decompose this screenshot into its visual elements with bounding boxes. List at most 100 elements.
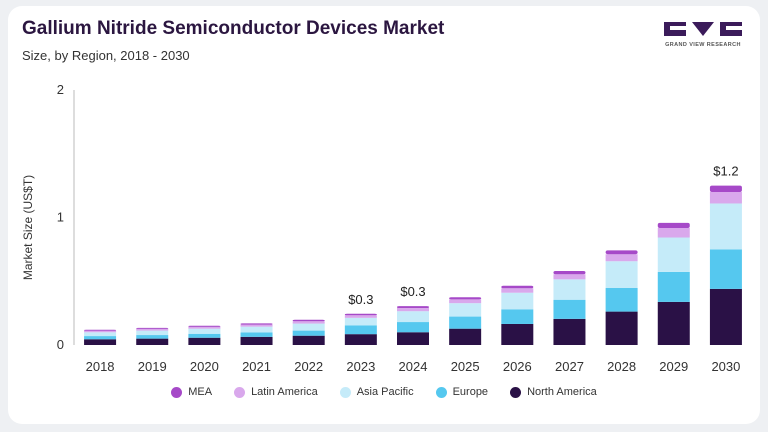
bar-segment-europe (292, 330, 325, 336)
bar-segment-europe (344, 325, 377, 335)
chart-legend: MEA Latin America Asia Pacific Europe North … (8, 386, 760, 398)
bar-segment-latin-america (553, 274, 586, 280)
bar-segment-latin-america (709, 192, 742, 204)
bar-segment-europe (553, 299, 586, 319)
bar-segment-north-america (84, 339, 117, 345)
bar-segment-asia-pacific (501, 292, 534, 310)
bar-segment-asia-pacific (657, 237, 690, 272)
bar-segment-europe (605, 288, 638, 312)
bar-segment-north-america (501, 323, 534, 345)
bar-segment-europe (240, 332, 273, 337)
bar-segment-north-america (188, 337, 221, 345)
bar-segment-asia-pacific (292, 323, 325, 331)
bar-segment-latin-america (136, 328, 169, 331)
y-tick-label: 1 (57, 210, 64, 225)
bar-segment-north-america (605, 311, 638, 345)
x-tick-label: 2022 (294, 359, 323, 374)
x-tick-label: 2023 (346, 359, 375, 374)
y-axis-label: Market Size (US$T) (21, 175, 35, 280)
chart-subtitle: Size, by Region, 2018 - 2030 (22, 48, 190, 63)
bar-segment-europe (188, 333, 221, 338)
logo-text: GRAND VIEW RESEARCH (665, 42, 741, 48)
bar-segment-asia-pacific (344, 317, 377, 326)
bar-segment-europe (397, 322, 429, 333)
bar-segment-north-america (657, 301, 690, 345)
y-tick-label: 2 (57, 82, 64, 97)
plot-area: 0 1 2 Market Size (US$T) 2018 2019 2020 2021 202… (21, 82, 742, 374)
legend-swatch (171, 386, 183, 398)
legend-item: Asia Pacific (339, 386, 414, 398)
bar-segment-latin-america (657, 227, 690, 238)
legend-swatch (435, 386, 447, 398)
bar-segment-mea (188, 325, 221, 327)
legend-swatch (339, 386, 351, 398)
bar-segment-latin-america (605, 254, 638, 262)
bar-segment-mea (709, 185, 742, 192)
legend-item: North America (510, 386, 597, 398)
x-tick-label: 2021 (242, 359, 271, 374)
bar-segment-asia-pacific (605, 261, 638, 289)
bar-value-label: $0.3 (400, 284, 425, 299)
bar-segment-mea (449, 297, 482, 300)
bar-segment-mea (136, 327, 169, 329)
bar-segment-latin-america (84, 330, 117, 333)
bar-segment-mea (240, 323, 273, 325)
bar-segment-latin-america (240, 324, 273, 327)
bar-segment-north-america (397, 332, 429, 345)
bar-segment-mea (501, 285, 534, 289)
legend-swatch (234, 386, 246, 398)
x-tick-label: 2027 (555, 359, 584, 374)
legend-item: Europe (435, 386, 489, 398)
bar-segment-latin-america (397, 308, 429, 312)
legend-label: Asia Pacific (356, 386, 414, 398)
x-tick-label: 2030 (711, 359, 740, 374)
bar-segment-north-america (240, 336, 273, 345)
y-tick-label: 0 (57, 337, 64, 352)
bar-segment-europe (84, 336, 117, 340)
legend-label: Europe (452, 386, 489, 398)
bar-segment-asia-pacific (397, 311, 429, 323)
stacked-bar-chart: 0 1 2 Market Size (US$T) 2018 2019 2020 2021 202… (21, 82, 742, 374)
bar-segment-north-america (449, 328, 482, 345)
bar-segment-mea (605, 250, 638, 255)
bar-segment-mea (84, 329, 117, 331)
bar-segment-latin-america (292, 321, 325, 324)
x-tick-label: 2028 (607, 359, 636, 374)
x-tick-label: 2020 (190, 359, 219, 374)
bar-segment-latin-america (344, 315, 377, 318)
chart-title: Gallium Nitride Semiconductor Devices Ma… (22, 18, 445, 39)
bar-segment-latin-america (501, 288, 534, 293)
bar-segment-asia-pacific (449, 303, 482, 317)
bar-segment-europe (136, 335, 169, 339)
bar-value-label: $0.3 (348, 292, 373, 307)
bar-value-label: $1.2 (713, 164, 738, 179)
bar-segment-asia-pacific (553, 279, 586, 300)
bar-segment-north-america (709, 288, 742, 345)
chart-card: Gallium Nitride Semiconductor Devices Ma… (8, 6, 760, 424)
legend-swatch (510, 386, 522, 398)
bar-segment-asia-pacific (709, 203, 742, 250)
grand-view-research-logo: GRAND VIEW RESEARCH (660, 20, 746, 54)
x-tick-label: 2026 (503, 359, 532, 374)
bar-segment-mea (553, 271, 586, 275)
bar-segment-mea (292, 319, 325, 322)
bar-segment-mea (344, 313, 377, 316)
gvr-logo-icon (664, 22, 742, 36)
bar-segment-europe (501, 309, 534, 324)
legend-label: North America (527, 386, 597, 398)
bar-segment-north-america (292, 335, 325, 345)
legend-label: Latin America (251, 386, 318, 398)
bar-segment-asia-pacific (136, 330, 169, 336)
bar-segment-europe (657, 271, 690, 302)
x-tick-label: 2018 (86, 359, 115, 374)
bar-segment-north-america (344, 334, 377, 345)
x-tick-label: 2019 (138, 359, 167, 374)
legend-item: MEA (171, 386, 212, 398)
legend-label: MEA (188, 386, 213, 398)
bar-segment-asia-pacific (240, 326, 273, 333)
bar-segment-north-america (136, 338, 169, 345)
bar-segment-latin-america (449, 299, 482, 304)
bar-segment-asia-pacific (84, 332, 117, 337)
bar-segment-europe (709, 249, 742, 289)
bar-segment-mea (397, 306, 429, 309)
